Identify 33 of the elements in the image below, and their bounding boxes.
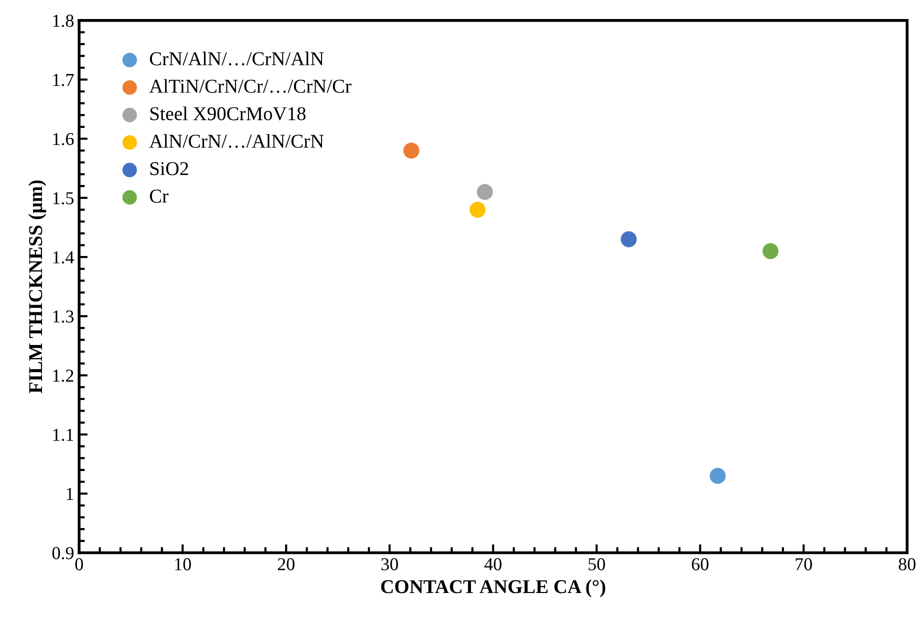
y-tick-label: 1.2 [53,370,74,382]
y-tick-label: 1.1 [53,428,74,441]
x-tick-label: 40 [484,558,502,570]
legend-label: CrN/AlN/…/CrN/AlN [150,52,324,66]
y-tick-label: 1.8 [53,14,74,27]
legend-label: Cr [150,190,168,203]
x-tick-label: 80 [898,558,916,570]
point [762,243,778,260]
point [403,142,420,159]
legend-label: SiO2 [150,162,188,176]
x-tick-label: 0 [75,558,83,570]
y-tick-label: 1.6 [53,133,74,146]
y-tick-label: 0.9 [52,547,74,560]
legend-label: AlN/CrN/…/AlN/CrN [149,134,324,148]
legend-label: AlTiN/CrN/Cr/…/CrN/Cr [149,79,352,93]
y-tick-label: 1.5 [53,192,74,204]
x-axis-title: CONTACT ANGLE CA (°) [381,580,606,598]
y-tick-label: 1.7 [53,74,74,86]
y-tick-label: 1.3 [53,310,74,323]
x-tick-label: 20 [278,558,294,570]
y-tick-label: 1 [66,488,74,500]
point [620,231,637,248]
x-tick-label: 50 [588,558,605,570]
x-tick-label: 70 [796,558,812,570]
point [470,202,486,218]
y-tick-label: 1.4 [53,251,74,264]
legend-label: Steel X90CrMoV18 [150,106,306,120]
point [476,184,493,200]
x-tick-label: 30 [381,558,398,570]
point [710,468,726,484]
x-tick-label: 60 [692,558,708,570]
y-axis-title: FILM THICKNESS (µm) [28,180,46,394]
x-tick-label: 10 [175,558,191,570]
